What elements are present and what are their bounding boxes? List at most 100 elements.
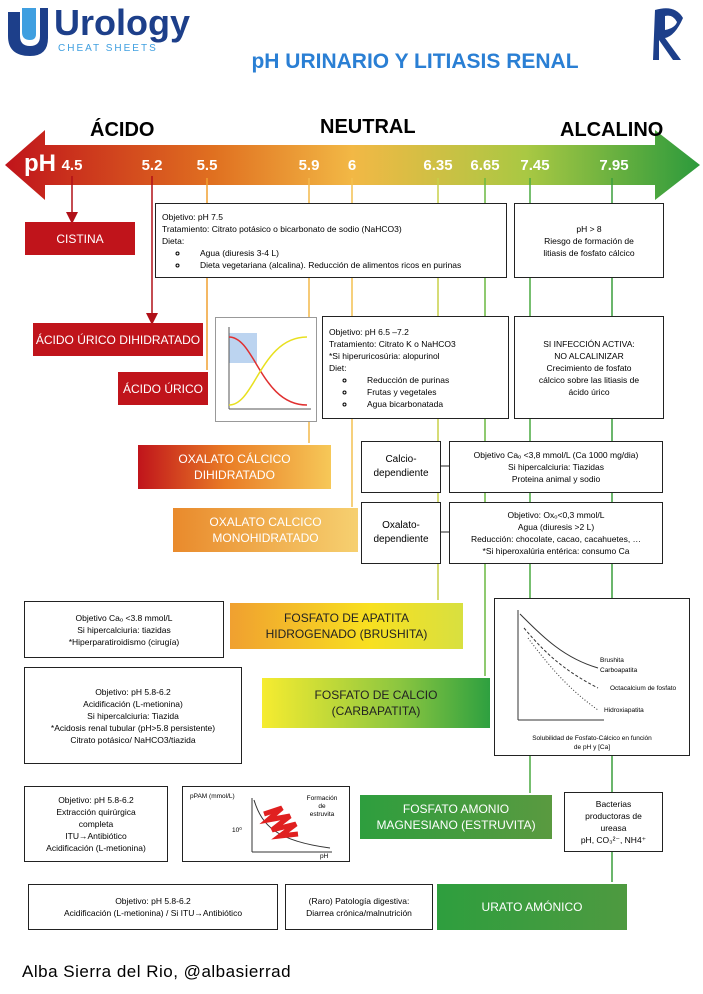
- text-line: completa: [78, 819, 114, 829]
- rcc-logo: [653, 8, 683, 60]
- stone: ÁCIDO ÚRICO DIHIDRATADO: [33, 323, 203, 356]
- text-line: Extracción quirúrgica: [56, 807, 136, 817]
- note: Objetivo: pH 5.8-6.2 Acidificación (L-met…: [28, 884, 278, 930]
- text-line: *Hiperparatiroidismo (cirugía): [68, 636, 180, 647]
- note: Objetivo: pH 5.8-6.2 Extracción quirúrgic…: [24, 786, 168, 862]
- stone: FOSFATO AMONIO MAGNESIANO (ESTRUVITA): [360, 795, 552, 839]
- curve-label: Brushita: [600, 657, 624, 664]
- ph-tick: 7.95: [599, 157, 629, 174]
- stone: OXALATO CALCICO MONOHIDRATADO: [173, 508, 358, 552]
- text-line: FOSFATO AMONIO: [402, 802, 510, 816]
- text-line: NO ALCALINIZAR: [554, 350, 624, 361]
- caption: de pH y [Ca]: [574, 744, 610, 751]
- ph-tick: 4.5: [61, 157, 83, 174]
- uric-solubility-chart: [215, 317, 317, 422]
- note: (Raro) Patología digestiva: Diarrea cróni…: [285, 884, 433, 930]
- note: Objetivo Caₒ <3,8 mmol/L (Ca 1000 mg/dia…: [449, 441, 663, 493]
- stone: CISTINA: [25, 222, 135, 255]
- text-line: Objetivo: pH 5.8-6.2: [58, 795, 134, 805]
- text-line: Si hipercalciuria: Tiazidas: [508, 462, 604, 472]
- ph-tick: 5.2: [141, 157, 163, 174]
- text-line: dependiente: [373, 534, 429, 545]
- stone: FOSFATO DE CALCIO (CARBAPATITA): [262, 678, 490, 728]
- text-line: OXALATO CALCICO: [209, 515, 322, 529]
- text-line: Riesgo de formación de: [544, 235, 634, 246]
- chart-label: Formación: [307, 795, 338, 802]
- text-line: Tratamiento: Citrato K o NaHCO3: [329, 338, 456, 349]
- bullet: Agua bicarbonatada: [355, 398, 502, 410]
- text-line: Diarrea crónica/malnutrición: [306, 908, 412, 918]
- text-line: ÁCIDO ÚRICO: [122, 381, 203, 396]
- text-line: Acidificación (L-metionina): [46, 843, 146, 853]
- caption: Solubilidad de Fosfato-Cálcico en funció…: [532, 735, 652, 742]
- note: Objetivo: pH 5.8-6.2 Acidificación (L-met…: [24, 667, 242, 764]
- text-line: ureasa: [600, 823, 627, 833]
- text-line: OXALATO CÁLCICO: [178, 452, 291, 466]
- stone: FOSFATO DE APATITA HIDROGENADO (BRUSHITA): [230, 603, 463, 649]
- acid-label: ÁCIDO: [90, 119, 155, 141]
- struvite-chart: pPAM (mmol/L) 10⁰ pH Formación de estruv…: [182, 786, 350, 862]
- text-line: Objetivo Caₒ <3.8 mmol/L: [75, 612, 173, 623]
- text-line: Diet:: [329, 362, 347, 373]
- tick-label: 10⁰: [232, 826, 242, 834]
- text-line: Objetivo: pH 5.8-6.2: [95, 686, 171, 697]
- bullet-list: Reducción de purinasFrutas y vegetalesAg…: [329, 374, 502, 410]
- text-line: Reducción: chocolate, cacao, cacahuetes,…: [470, 534, 642, 544]
- stone: OXALATO CÁLCICO DIHIDRATADO: [138, 445, 331, 489]
- bullet: Dieta vegetariana (alcalina). Reducción …: [188, 259, 500, 271]
- text-line: Objetivo Caₒ <3,8 mmol/L (Ca 1000 mg/dia…: [473, 450, 639, 460]
- tagline: CHEAT SHEETS: [58, 43, 158, 54]
- phosphate-solubility-chart: Brushita Carboapatita Octacalcium de fos…: [494, 598, 690, 756]
- footer: Alba Sierra del Rio, @albasierrad: [22, 962, 292, 981]
- ph-tick: 6: [347, 157, 357, 174]
- text-line: Si hipercalciuria: Tiazida: [87, 710, 179, 721]
- text-line: Crecimiento de fosfato: [546, 362, 632, 373]
- text-line: pH > 8: [576, 223, 602, 234]
- text-line: Objetivo: Oxₒ<0,3 mmol/L: [507, 510, 605, 520]
- text-line: ácido úrico: [568, 386, 610, 397]
- stone: URATO AMÓNICO: [437, 884, 627, 930]
- bullet: Reducción de purinas: [355, 374, 502, 386]
- text-line: productoras de: [585, 811, 642, 821]
- text-line: dependiente: [373, 468, 429, 479]
- text-line: Calcio-: [385, 454, 417, 465]
- curve-label: Hidroxiapatita: [604, 707, 644, 714]
- curve-label: Carboapatita: [600, 667, 638, 674]
- text-line: Tratamiento: Citrato potásico o bicarbon…: [162, 223, 402, 234]
- text-line: Acidificación (L-metionina): [83, 698, 183, 709]
- title: pH URINARIO Y LITIASIS RENAL: [251, 50, 579, 73]
- text-line: HIDROGENADO (BRUSHITA): [265, 627, 428, 641]
- text-line: ÁCIDO ÚRICO DIHIDRATADO: [35, 332, 201, 347]
- axis-label: pH: [320, 853, 329, 860]
- chart-label: de: [318, 803, 326, 810]
- text-line: Dieta:: [162, 235, 185, 246]
- ph-tick: 6.65: [470, 157, 500, 174]
- text-line: Objetivo: pH 6.5 –7.2: [329, 326, 409, 337]
- ph-arrow: [5, 130, 700, 200]
- note: Bacterias productoras de ureasa pH, CO₃²⁻, …: [564, 792, 663, 852]
- bullet: Agua (diuresis 3-4 L): [188, 247, 500, 259]
- stone: ÁCIDO ÚRICO: [118, 372, 208, 405]
- text-line: Objetivo: pH 7.5: [162, 211, 223, 222]
- bullet: Frutas y vegetales: [355, 386, 502, 398]
- text-line: *Si hiperoxalúria entérica: consumo Ca: [482, 546, 630, 556]
- ph-tick: 7.45: [520, 157, 550, 174]
- text-line: FOSFATO DE CALCIO: [314, 688, 438, 702]
- neutral-label: NEUTRAL: [320, 116, 416, 138]
- axis-label: pPAM (mmol/L): [190, 793, 235, 800]
- text-line: FOSFATO DE APATITA: [284, 611, 409, 625]
- text-line: Si hipercalciuria: tiazidas: [77, 624, 171, 635]
- alkaline-label: ALCALINO: [560, 119, 664, 141]
- logo-icon: [8, 8, 48, 56]
- note: SI INFECCIÓN ACTIVA: NO ALCALINIZAR Crecim…: [514, 316, 664, 419]
- bullet-list: Agua (diuresis 3-4 L)Dieta vegetariana (…: [162, 247, 500, 271]
- note: Objetivo: Oxₒ<0,3 mmol/L Agua (diuresis >…: [449, 502, 663, 564]
- text-line: cálcico sobre las litiasis de: [538, 374, 640, 385]
- text-line: Objetivo: pH 5.8-6.2: [115, 896, 191, 906]
- text-line: Agua (diuresis >2 L): [517, 522, 595, 532]
- text-line: (Raro) Patología digestiva:: [308, 896, 410, 906]
- chart-label: estruvita: [310, 811, 335, 818]
- text-line: Citrato potásico/ NaHCO3/tiazida: [70, 734, 196, 745]
- text-line: SI INFECCIÓN ACTIVA:: [543, 338, 635, 349]
- text-line: Bacterias: [595, 799, 632, 809]
